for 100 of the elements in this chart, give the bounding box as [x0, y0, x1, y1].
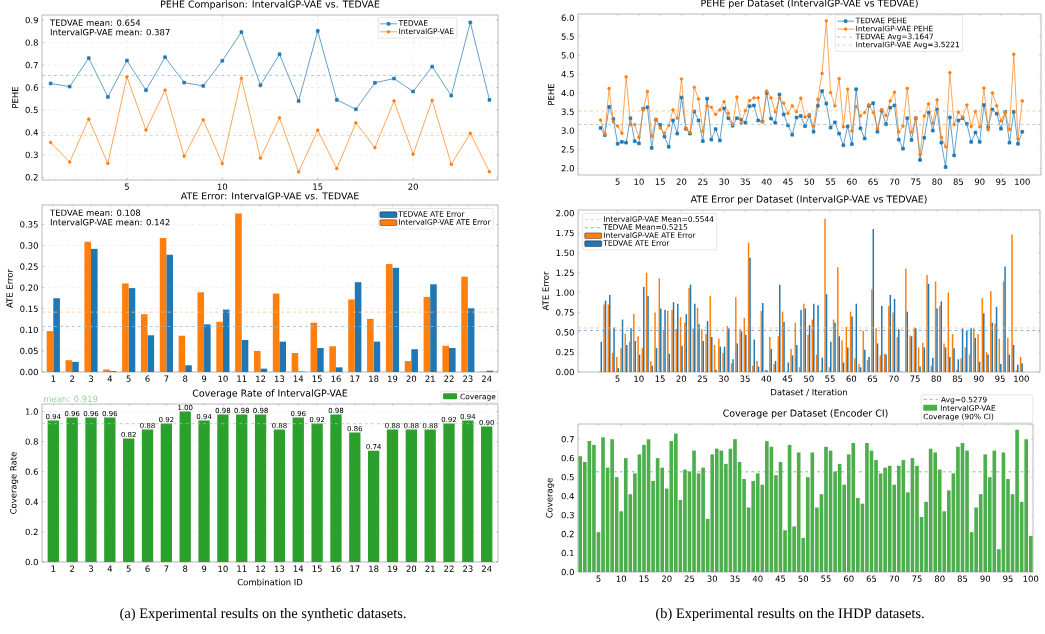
x-tick-label: 10 — [217, 183, 228, 190]
point — [182, 80, 186, 85]
x-tick-label: 15 — [313, 183, 323, 190]
x-tick-label: 21 — [425, 565, 435, 572]
x-tick-label: 55 — [821, 575, 831, 582]
bar — [430, 284, 437, 372]
bar — [367, 450, 380, 563]
x-tick-label: 80 — [934, 575, 945, 582]
x-tick-label: 21 — [425, 375, 435, 382]
x-tick-label: 65 — [866, 575, 877, 582]
y-tick-label: 0.10 — [20, 326, 38, 334]
bar — [273, 429, 286, 563]
x-tick-label: 23 — [463, 375, 473, 382]
x-tick-label: 16 — [331, 565, 341, 572]
x-tick-label: 50 — [804, 375, 814, 382]
point — [125, 58, 129, 63]
point — [296, 99, 301, 103]
x-tick-label: 11 — [237, 375, 247, 382]
bar — [865, 442, 869, 572]
y-tick-label: 0.2 — [25, 174, 38, 181]
x-tick-label: 55 — [825, 178, 836, 185]
bar — [216, 321, 223, 372]
y-tick-label: 0.75 — [556, 309, 574, 316]
x-tick-label: 15 — [312, 565, 322, 572]
y-tick-label: 0.3 — [561, 511, 574, 519]
bar — [392, 267, 400, 372]
x-tick-label: 10 — [218, 375, 228, 382]
bar — [159, 237, 167, 372]
y-tick-label: 1.00 — [556, 289, 574, 296]
x-tick-label: 20 — [676, 375, 687, 382]
point — [487, 98, 492, 102]
x-tick-label: 75 — [910, 375, 920, 382]
x-tick-label: 75 — [912, 575, 922, 582]
x-tick-label: 35 — [730, 575, 740, 582]
bar — [103, 369, 110, 372]
bar — [623, 458, 628, 572]
x-tick-label: 45 — [783, 178, 793, 185]
x-tick-label: 3 — [88, 565, 93, 572]
point — [106, 95, 110, 99]
point — [315, 128, 320, 132]
x-tick-label: 20 — [406, 375, 417, 382]
x-tick-label: 85 — [957, 575, 968, 582]
x-tick-label: 65 — [867, 375, 878, 382]
y-tick-label: 0.4 — [25, 129, 38, 136]
bar — [140, 314, 148, 372]
y-tick-label: 0.50 — [556, 329, 574, 336]
point — [239, 76, 244, 81]
point — [87, 56, 91, 60]
x-tick-label: 90 — [973, 375, 984, 382]
x-tick-label: 30 — [719, 178, 729, 185]
x-tick-label: 22 — [444, 565, 454, 572]
annotation: TEDVAE mean: 0.108 — [50, 209, 141, 216]
x-tick-label: 5 — [126, 375, 131, 382]
x-tick-label: 35 — [740, 375, 750, 382]
y-tick-label: 0.00 — [20, 368, 38, 376]
bar — [66, 417, 78, 563]
x-tick-label: 7 — [164, 565, 169, 572]
x-tick-label: 9 — [201, 375, 207, 382]
x-tick-label: 80 — [931, 375, 942, 382]
x-tick-label: 14 — [293, 375, 304, 382]
y-axis-title: PEHE — [12, 86, 19, 108]
bar — [84, 241, 91, 372]
x-tick-label: 55 — [825, 375, 835, 382]
x-tick-label: 13 — [274, 565, 285, 572]
x-tick-label: 9 — [201, 565, 207, 572]
x-tick-label: 25 — [684, 575, 695, 582]
point — [468, 131, 473, 136]
x-tick-label: 60 — [847, 178, 857, 185]
x-tick-label: 13 — [274, 375, 285, 382]
point — [449, 162, 454, 167]
bar — [329, 346, 336, 372]
x-tick-label: 10 — [634, 375, 644, 382]
x-tick-label: 20 — [408, 183, 418, 190]
x-tick-label: 1 — [51, 375, 56, 382]
x-tick-label: 18 — [369, 565, 379, 572]
annotation: IntervalGP-VAE mean: 0.387 — [50, 28, 170, 36]
x-tick-label: 5 — [615, 178, 620, 185]
x-tick-label: 7 — [164, 375, 169, 382]
x-tick-label: 5 — [124, 183, 129, 190]
bar — [367, 318, 374, 372]
x-tick-label: 15 — [655, 375, 665, 382]
y-tick-label: 0.2 — [25, 528, 38, 536]
chart-title: PEHE Comparison: IntervalGP-VAE vs. TEDVAE — [161, 0, 380, 10]
y-tick-label: 0.4 — [561, 492, 574, 500]
x-tick-label: 85 — [952, 375, 963, 382]
x-tick-label: 20 — [406, 565, 417, 572]
bar — [462, 420, 474, 563]
bar — [235, 213, 242, 372]
point — [48, 140, 53, 145]
bar — [692, 450, 696, 572]
x-tick-label: 8 — [183, 565, 188, 572]
bar — [461, 276, 468, 372]
x-tick-label: 10 — [634, 178, 644, 185]
bar — [236, 414, 248, 563]
bar — [481, 426, 493, 563]
bar — [178, 335, 186, 372]
bar — [204, 324, 211, 372]
x-tick-label: 22 — [444, 375, 454, 382]
bar — [887, 465, 892, 572]
x-tick-label: 30 — [707, 575, 718, 582]
